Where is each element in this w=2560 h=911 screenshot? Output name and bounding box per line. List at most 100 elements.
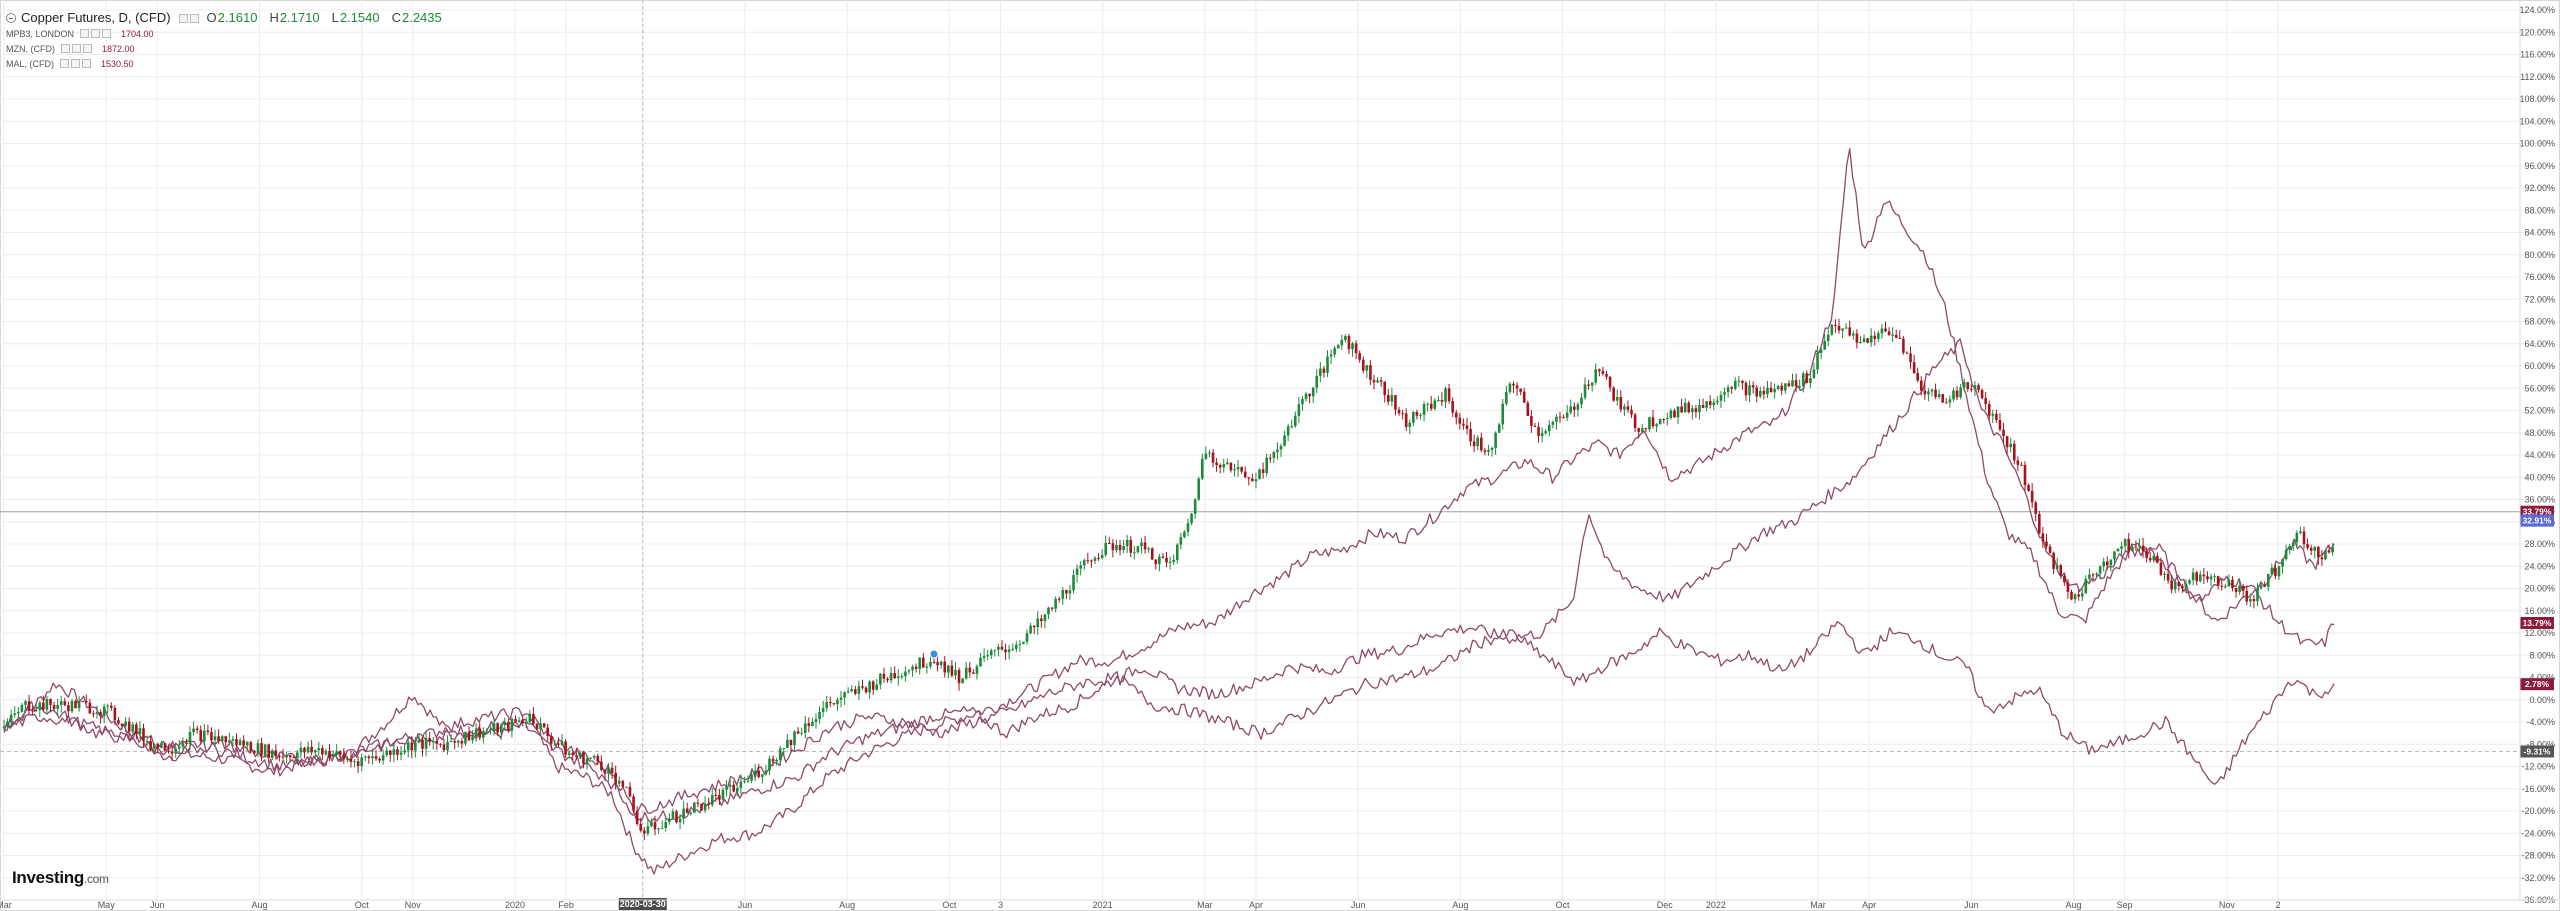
- candle-body: [1691, 408, 1694, 413]
- candle-body: [142, 728, 145, 742]
- candle-body: [843, 692, 846, 698]
- candle-body: [2138, 545, 2141, 547]
- overlay-legend-row[interactable]: MPB3, LONDON 1704.00: [6, 26, 448, 41]
- candle-body: [1333, 348, 1336, 355]
- candle-body: [1361, 359, 1365, 371]
- candle-body: [6, 721, 9, 727]
- close-icon[interactable]: [189, 13, 199, 23]
- candle-body: [1619, 396, 1623, 410]
- candle-body: [793, 731, 796, 746]
- candle-body: [67, 705, 70, 712]
- candle-body: [1970, 389, 1973, 391]
- candle-body: [1998, 419, 2002, 430]
- candle-body: [1716, 400, 1719, 403]
- candle-body: [535, 723, 539, 730]
- candle-body: [20, 704, 24, 712]
- candle-body: [1265, 457, 1268, 474]
- overlay-name[interactable]: MPB3, LONDON: [6, 28, 75, 39]
- settings-icon[interactable]: [72, 44, 81, 53]
- visibility-icon[interactable]: [60, 59, 69, 68]
- candle-body: [2038, 513, 2041, 534]
- overlay-legend-row[interactable]: MAL, (CFD) 1530.50: [6, 56, 448, 71]
- candle-body: [2245, 590, 2249, 602]
- candle-body: [1791, 380, 1794, 387]
- candle-body: [578, 752, 582, 757]
- settings-icon[interactable]: [71, 59, 80, 68]
- candle-body: [1043, 614, 1047, 622]
- candle-body: [757, 770, 761, 777]
- candle-body: [63, 701, 67, 706]
- candle-body: [918, 657, 922, 669]
- candle-body: [2249, 598, 2252, 602]
- overlay-name[interactable]: MAL, (CFD): [6, 58, 54, 69]
- candle-body: [768, 758, 771, 771]
- candle-body: [2266, 573, 2270, 587]
- close-icon[interactable]: [83, 44, 92, 53]
- candle-body: [1927, 391, 1930, 395]
- collapse-icon[interactable]: [6, 13, 16, 23]
- settings-icon[interactable]: [91, 29, 101, 38]
- x-tick-label: Nov: [2219, 900, 2236, 910]
- candle-body: [206, 730, 210, 733]
- candle-body: [1186, 523, 1190, 532]
- candle-body: [263, 744, 267, 756]
- candle-body: [607, 767, 610, 774]
- candle-body: [1107, 542, 1111, 544]
- candle-body: [825, 701, 829, 709]
- investing-logo: Investing.com: [12, 868, 109, 888]
- candle-body: [1887, 331, 1891, 336]
- candle-body: [614, 772, 617, 784]
- candle-body: [1512, 383, 1515, 386]
- candle-body: [796, 731, 800, 734]
- candle-body: [950, 665, 954, 676]
- candle-body: [682, 808, 685, 819]
- candle-body: [9, 714, 13, 722]
- candle-body: [954, 669, 957, 676]
- candle-body: [1637, 428, 1640, 432]
- candle-body: [1952, 390, 1955, 400]
- candle-body: [1569, 406, 1573, 413]
- candle-body: [1669, 410, 1673, 419]
- candle-body: [410, 742, 414, 751]
- candle-body: [482, 731, 485, 738]
- candle-body: [957, 669, 961, 684]
- candle-body: [1480, 437, 1483, 451]
- visibility-icon[interactable]: [61, 44, 70, 53]
- candle-body: [1773, 389, 1776, 393]
- candle-body: [893, 673, 896, 679]
- candle-body: [1322, 368, 1326, 373]
- candle-body: [507, 722, 510, 731]
- candle-body: [1580, 397, 1583, 405]
- candle-body: [1065, 590, 1068, 594]
- candle-body: [378, 758, 381, 761]
- candle-body: [2, 726, 6, 728]
- candle-body: [460, 740, 464, 744]
- candle-body: [2105, 561, 2109, 566]
- x-tick-label: Mar: [1810, 900, 1826, 910]
- candle-body: [1050, 607, 1054, 609]
- candle-body: [1991, 413, 1995, 416]
- y-tick-label: -12.00%: [2521, 762, 2555, 772]
- candle-body: [1100, 554, 1104, 559]
- candle-body: [406, 742, 410, 751]
- candle-body: [2066, 582, 2070, 592]
- close-icon[interactable]: [102, 29, 112, 38]
- close-icon[interactable]: [82, 59, 91, 68]
- candle-body: [1898, 337, 1902, 339]
- candle-body: [288, 755, 292, 758]
- candle-body: [739, 781, 743, 788]
- candle-body: [1279, 445, 1283, 450]
- overlay-legend-row[interactable]: MZN, (CFD) 1872.00: [6, 41, 448, 56]
- candle-body: [1444, 388, 1447, 402]
- main-series-title[interactable]: Copper Futures, D, (CFD): [21, 10, 171, 25]
- y-tick-label: 56.00%: [2524, 383, 2555, 393]
- settings-icon[interactable]: [178, 13, 188, 23]
- y-tick-label: 52.00%: [2524, 406, 2555, 416]
- candle-body: [1175, 544, 1179, 561]
- visibility-icon[interactable]: [80, 29, 90, 38]
- candle-body: [1011, 648, 1015, 650]
- overlay-name[interactable]: MZN, (CFD): [6, 43, 55, 54]
- candle-body: [828, 701, 832, 704]
- candle-body: [1451, 401, 1454, 413]
